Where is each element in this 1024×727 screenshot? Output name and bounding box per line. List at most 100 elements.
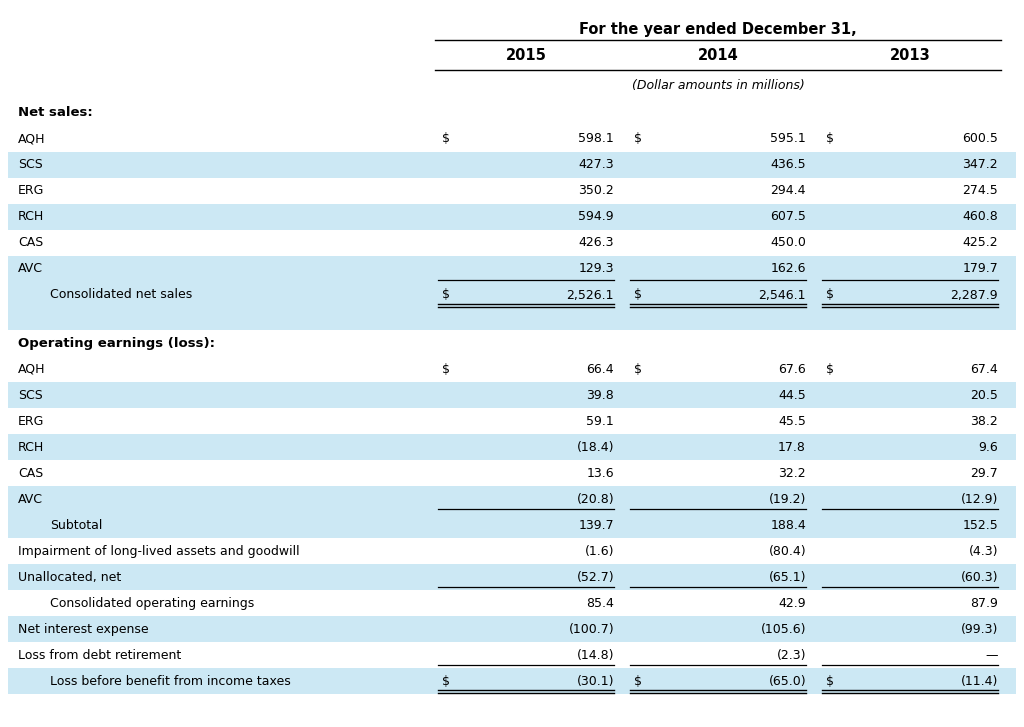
Text: $: $ (634, 363, 642, 376)
Text: (19.2): (19.2) (769, 493, 806, 505)
Text: $: $ (442, 675, 450, 688)
Bar (8, 126, 1016, 152)
Bar (8, 356, 1016, 382)
Text: Loss before benefit from income taxes: Loss before benefit from income taxes (50, 675, 291, 688)
Bar (8, 590, 1016, 616)
Text: (4.3): (4.3) (969, 545, 998, 558)
Text: 2013: 2013 (890, 49, 931, 63)
Text: 38.2: 38.2 (971, 414, 998, 427)
Text: 427.3: 427.3 (579, 158, 614, 172)
Bar (8, 512, 1016, 538)
Bar (8, 152, 1016, 178)
Text: 59.1: 59.1 (587, 414, 614, 427)
Text: 152.5: 152.5 (963, 518, 998, 531)
Text: 460.8: 460.8 (963, 211, 998, 223)
Text: 66.4: 66.4 (587, 363, 614, 376)
Text: SCS: SCS (18, 158, 43, 172)
Text: 600.5: 600.5 (963, 132, 998, 145)
Bar (8, 382, 1016, 408)
Bar (8, 460, 1016, 486)
Text: 2,287.9: 2,287.9 (950, 289, 998, 302)
Text: 594.9: 594.9 (579, 211, 614, 223)
Text: (Dollar amounts in millions): (Dollar amounts in millions) (632, 79, 805, 92)
Text: 274.5: 274.5 (963, 185, 998, 198)
Text: RCH: RCH (18, 441, 44, 454)
Text: 426.3: 426.3 (579, 236, 614, 249)
Bar (8, 204, 1016, 230)
Bar (8, 642, 1016, 668)
Text: $: $ (634, 132, 642, 145)
Bar (8, 308, 1016, 330)
Text: Net sales:: Net sales: (18, 106, 93, 119)
Text: —: — (985, 648, 998, 662)
Text: 450.0: 450.0 (770, 236, 806, 249)
Text: (20.8): (20.8) (577, 493, 614, 505)
Bar (8, 668, 1016, 694)
Text: $: $ (826, 675, 834, 688)
Text: AVC: AVC (18, 493, 43, 505)
Text: 294.4: 294.4 (770, 185, 806, 198)
Bar (8, 564, 1016, 590)
Text: 607.5: 607.5 (770, 211, 806, 223)
Text: (12.9): (12.9) (961, 493, 998, 505)
Text: (65.0): (65.0) (768, 675, 806, 688)
Text: (1.6): (1.6) (585, 545, 614, 558)
Bar (8, 282, 1016, 308)
Text: 598.1: 598.1 (579, 132, 614, 145)
Text: $: $ (826, 289, 834, 302)
Text: 20.5: 20.5 (970, 389, 998, 401)
Text: (100.7): (100.7) (568, 622, 614, 635)
Bar (8, 256, 1016, 282)
Text: $: $ (442, 132, 450, 145)
Text: 350.2: 350.2 (579, 185, 614, 198)
Text: 44.5: 44.5 (778, 389, 806, 401)
Text: 17.8: 17.8 (778, 441, 806, 454)
Bar (8, 408, 1016, 434)
Text: $: $ (442, 289, 450, 302)
Text: AVC: AVC (18, 262, 43, 276)
Text: 45.5: 45.5 (778, 414, 806, 427)
Text: ERG: ERG (18, 185, 44, 198)
Bar (8, 178, 1016, 204)
Text: 2014: 2014 (697, 49, 738, 63)
Text: 2,546.1: 2,546.1 (759, 289, 806, 302)
Text: Unallocated, net: Unallocated, net (18, 571, 121, 584)
Text: 2015: 2015 (506, 49, 547, 63)
Text: (105.6): (105.6) (761, 622, 806, 635)
Text: 2,526.1: 2,526.1 (566, 289, 614, 302)
Text: 39.8: 39.8 (587, 389, 614, 401)
Text: 179.7: 179.7 (963, 262, 998, 276)
Text: 129.3: 129.3 (579, 262, 614, 276)
Text: $: $ (442, 363, 450, 376)
Text: (80.4): (80.4) (768, 545, 806, 558)
Text: 595.1: 595.1 (770, 132, 806, 145)
Text: (60.3): (60.3) (961, 571, 998, 584)
Text: (2.3): (2.3) (776, 648, 806, 662)
Text: 42.9: 42.9 (778, 597, 806, 610)
Text: Subtotal: Subtotal (50, 518, 102, 531)
Text: 85.4: 85.4 (586, 597, 614, 610)
Text: 67.6: 67.6 (778, 363, 806, 376)
Bar (8, 538, 1016, 564)
Text: $: $ (826, 132, 834, 145)
Text: Loss from debt retirement: Loss from debt retirement (18, 648, 181, 662)
Text: AQH: AQH (18, 132, 45, 145)
Text: (65.1): (65.1) (768, 571, 806, 584)
Text: 188.4: 188.4 (770, 518, 806, 531)
Text: Consolidated net sales: Consolidated net sales (50, 289, 193, 302)
Bar (8, 330, 1016, 356)
Text: AQH: AQH (18, 363, 45, 376)
Text: 87.9: 87.9 (970, 597, 998, 610)
Text: 29.7: 29.7 (971, 467, 998, 480)
Text: For the year ended December 31,: For the year ended December 31, (580, 22, 857, 37)
Text: (99.3): (99.3) (961, 622, 998, 635)
Text: (18.4): (18.4) (577, 441, 614, 454)
Bar (8, 100, 1016, 126)
Text: 425.2: 425.2 (963, 236, 998, 249)
Text: Impairment of long-lived assets and goodwill: Impairment of long-lived assets and good… (18, 545, 300, 558)
Text: $: $ (826, 363, 834, 376)
Text: SCS: SCS (18, 389, 43, 401)
Text: 162.6: 162.6 (770, 262, 806, 276)
Text: 13.6: 13.6 (587, 467, 614, 480)
Text: 32.2: 32.2 (778, 467, 806, 480)
